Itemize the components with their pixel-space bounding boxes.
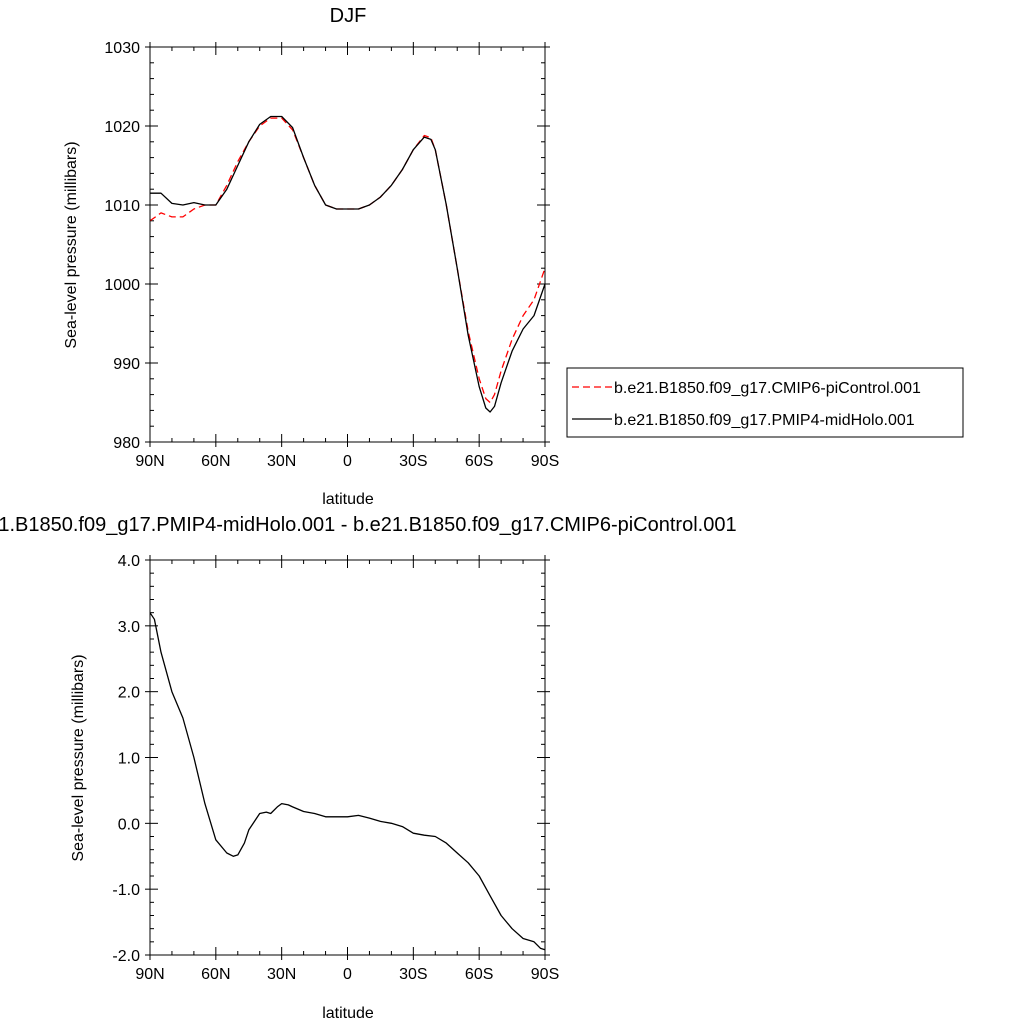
y-tick-label: 1020: [104, 119, 140, 136]
legend-box: [566, 367, 964, 438]
x-tick-label: 60N: [201, 966, 230, 983]
x-axis-label: latitude: [322, 1005, 374, 1022]
x-axis-label: latitude: [322, 491, 374, 508]
x-tick-label: 0: [343, 966, 352, 983]
x-tick-label: 30S: [399, 966, 427, 983]
x-tick-label: 0: [343, 453, 352, 470]
x-tick-label: 30N: [267, 453, 296, 470]
y-tick-label: 1010: [104, 198, 140, 215]
x-tick-label: 90S: [531, 453, 559, 470]
plot-frame: [149, 46, 546, 443]
y-tick-label: 990: [113, 356, 140, 373]
y-tick-label: 1.0: [118, 751, 140, 768]
series-lines: [149, 612, 546, 951]
x-tick-label: 30S: [399, 453, 427, 470]
tick-marks: [145, 555, 550, 960]
series-line-0: [149, 117, 546, 404]
plot-frame: [149, 559, 546, 956]
y-tick-label: 1030: [104, 40, 140, 57]
x-tick-label: 60S: [465, 966, 493, 983]
series-line-0: [149, 612, 546, 951]
x-tick-label: 60S: [465, 453, 493, 470]
legend-label-picontrol: b.e21.B1850.f09_g17.CMIP6-piControl.001: [614, 380, 921, 397]
legend-label-midholo: b.e21.B1850.f09_g17.PMIP4-midHolo.001: [614, 412, 915, 429]
x-tick-label: 90N: [135, 966, 164, 983]
series-line-1: [150, 115, 546, 413]
y-tick-label: 2.0: [118, 685, 140, 702]
x-tick-label: 60N: [201, 453, 230, 470]
chart-djf: DJF 90N 60N 30N 0 30S 60S 90S 980 990 1000 1010 102…: [63, 5, 964, 508]
legend: b.e21.B1850.f09_g17.CMIP6-piControl.001 …: [566, 367, 964, 438]
y-tick-label: 0.0: [118, 816, 140, 833]
y-axis-label: Sea-level pressure (millibars): [70, 654, 87, 861]
x-tick-label: 90N: [135, 453, 164, 470]
tick-labels: 90N 60N 30N 0 30S 60S 90S 980 990 1000 1010 1020 103…: [104, 40, 559, 470]
y-tick-label: -1.0: [112, 882, 140, 899]
y-tick-label: 980: [113, 435, 140, 452]
y-axis-label: Sea-level pressure (millibars): [63, 141, 80, 348]
y-tick-label: 4.0: [118, 553, 140, 570]
series-lines: [149, 115, 546, 413]
x-tick-label: 30N: [267, 966, 296, 983]
tick-labels: 90N 60N 30N 0 30S 60S 90S -2.0 -1.0 0.0 1.0 2.0 3.0 4…: [112, 553, 559, 983]
chart-difference: b.e21.B1850.f09_g17.PMIP4-midHolo.001 - …: [0, 514, 737, 1022]
chart-title: DJF: [330, 5, 367, 27]
chart-title-difference: b.e21.B1850.f09_g17.PMIP4-midHolo.001 - …: [0, 514, 737, 536]
tick-marks: [145, 42, 550, 447]
y-tick-label: 1000: [104, 277, 140, 294]
x-tick-label: 90S: [531, 966, 559, 983]
y-tick-label: 3.0: [118, 619, 140, 636]
y-tick-label: -2.0: [112, 948, 140, 965]
